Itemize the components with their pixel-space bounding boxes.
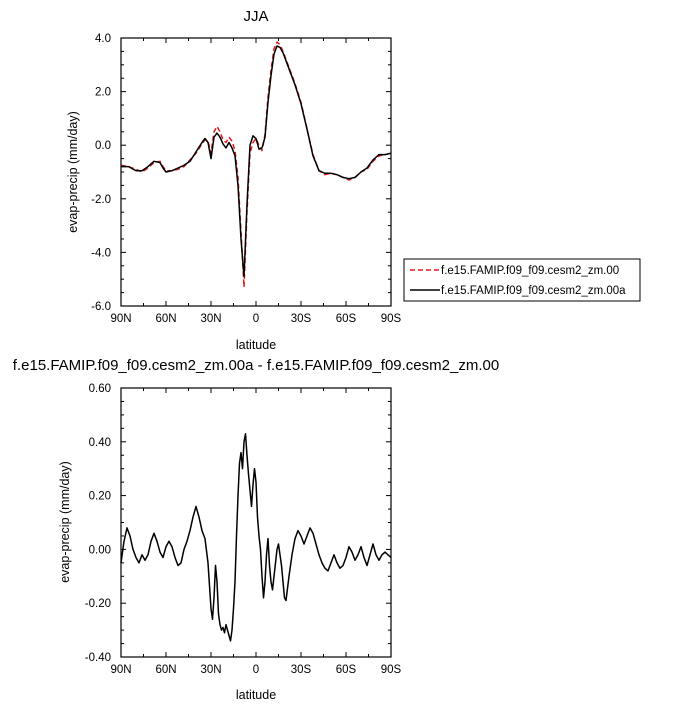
top-x-tick-label: 30S [291,313,312,325]
bottom-x-tick-label: 0 [253,664,259,676]
legend-box [403,258,641,302]
bottom-y-tick-label: 0.40 [89,437,111,449]
bottom-x-tick-label: 90S [381,664,402,676]
top-tick-group: 90N 60N 30N 0 30S 60S 90S -6.0 -4.0 -2.0 0.0 2.0 4.0 [91,33,401,325]
bottom-y-tick-label: 0.00 [89,544,111,556]
top-y-tick-label: 0.0 [95,140,111,152]
legend-label-series-1: f.e15.FAMIP.f09_f09.cesm2_zm.00 [441,265,619,277]
bottom-x-tick-label: 60S [336,664,357,676]
top-x-tick-label: 30N [200,313,221,325]
bottom-series-line-1 [120,432,392,642]
bottom-x-tick-label: 30S [291,664,312,676]
bottom-y-tick-label: 0.60 [89,383,111,395]
top-panel: JJA evap-precip (mm/day) latitude 90N 60N… [66,8,402,352]
top-series-line-1 [120,41,392,288]
top-x-tick-label: 90N [110,313,131,325]
bottom-y-tick-label: -0.40 [85,652,111,664]
top-x-tick-label: 60N [155,313,176,325]
top-y-axis-label: evap-precip (mm/day) [66,111,80,233]
top-chart-title: JJA [243,8,268,25]
bottom-x-axis-label: latitude [236,688,276,702]
legend-label-series-2: f.e15.FAMIP.f09_f09.cesm2_zm.00a [441,285,626,297]
bottom-tick-group: 90N 60N 30N 0 30S 60S 90S -0.40 -0.20 0.00 0.20 0.4… [85,383,402,676]
top-series-line-2 [121,45,392,278]
bottom-y-tick-label: -0.20 [85,598,111,610]
top-y-tick-label: 2.0 [95,87,111,99]
top-x-tick-label: 90S [381,313,402,325]
bottom-y-axis-label: evap-precip (mm/day) [58,461,72,583]
legend: f.e15.FAMIP.f09_f09.cesm2_zm.00 f.e15.FA… [403,258,641,302]
top-series-group [120,41,392,288]
bottom-series-group [120,432,392,642]
top-y-tick-label: -6.0 [91,301,111,313]
top-x-axis-label: latitude [236,338,276,352]
bottom-x-tick-label: 30N [200,664,221,676]
top-y-tick-label: -4.0 [91,247,111,259]
bottom-x-tick-label: 60N [155,664,176,676]
bottom-y-tick-label: 0.20 [89,491,111,503]
top-y-tick-label: -2.0 [91,194,111,206]
bottom-plot-frame [120,387,392,658]
bottom-x-tick-label: 90N [110,664,131,676]
bottom-chart-title: f.e15.FAMIP.f09_f09.cesm2_zm.00a - f.e15… [13,357,499,374]
top-y-tick-label: 4.0 [95,33,111,45]
top-x-tick-label: 0 [253,313,259,325]
top-plot-frame [120,37,392,307]
bottom-panel: f.e15.FAMIP.f09_f09.cesm2_zm.00a - f.e15… [13,357,499,702]
top-x-tick-label: 60S [336,313,357,325]
